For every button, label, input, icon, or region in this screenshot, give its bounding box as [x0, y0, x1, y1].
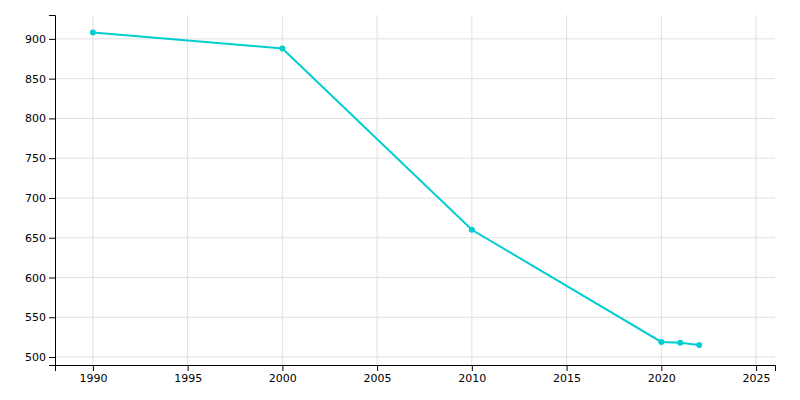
tick-mark — [49, 79, 55, 80]
grid-line — [566, 15, 567, 365]
tick: 2015 — [553, 365, 581, 385]
tick-label: 800 — [25, 112, 46, 125]
tick-mark — [49, 278, 55, 279]
tick: 2005 — [364, 365, 392, 385]
tick-mark — [49, 198, 55, 199]
series — [90, 30, 702, 349]
tick-label: 2025 — [743, 372, 771, 385]
tick-label: 2020 — [648, 372, 676, 385]
tick: 700 — [25, 192, 55, 205]
tick: 750 — [25, 152, 55, 165]
axis-line — [49, 16, 56, 366]
tick-label: 1990 — [79, 372, 107, 385]
grid-line — [471, 15, 472, 365]
tick-label: 500 — [25, 351, 46, 364]
tick: 1995 — [174, 365, 202, 385]
grid-line — [55, 197, 775, 198]
tick-label: 700 — [25, 192, 46, 205]
x-axis: 1990 1995 2000 2005 2010 2015 2020 2025 — [56, 365, 776, 385]
tick: 550 — [25, 311, 55, 324]
tick-mark — [49, 238, 55, 239]
point — [469, 227, 475, 233]
grid-line — [377, 15, 378, 365]
tick: 1990 — [79, 365, 107, 385]
tick-label: 750 — [25, 152, 46, 165]
tick-mark — [377, 365, 378, 371]
grid-line — [55, 78, 775, 79]
tick-mark — [282, 365, 283, 371]
tick: 2020 — [648, 365, 676, 385]
tick-label: 650 — [25, 232, 46, 245]
tick-label: 2000 — [269, 372, 297, 385]
tick-label: 550 — [25, 311, 46, 324]
tick-label: 850 — [25, 73, 46, 86]
axis-line — [56, 366, 776, 372]
tick-mark — [472, 365, 473, 371]
tick: 2025 — [743, 365, 771, 385]
grid-line — [55, 237, 775, 238]
tick-mark — [188, 365, 189, 371]
grid-line — [55, 118, 775, 119]
grid-line — [92, 15, 93, 365]
tick: 600 — [25, 272, 55, 285]
line — [93, 33, 699, 346]
point — [279, 45, 285, 51]
tick-mark — [661, 365, 662, 371]
tick: 800 — [25, 112, 55, 125]
tick-label: 2015 — [553, 372, 581, 385]
tick: 500 — [25, 351, 55, 364]
grid-line — [55, 317, 775, 318]
grid — [55, 15, 775, 365]
tick-mark — [49, 118, 55, 119]
point — [90, 30, 96, 36]
point — [677, 340, 683, 346]
point — [696, 342, 702, 348]
tick-label: 900 — [25, 33, 46, 46]
tick-label: 2005 — [364, 372, 392, 385]
tick-label: 600 — [25, 272, 46, 285]
grid-line — [756, 15, 757, 365]
tick-mark — [567, 365, 568, 371]
tick-label: 1995 — [174, 372, 202, 385]
tick: 650 — [25, 232, 55, 245]
tick: 850 — [25, 73, 55, 86]
tick-mark — [49, 39, 55, 40]
grid-line — [55, 158, 775, 159]
grid-line — [661, 15, 662, 365]
tick: 900 — [25, 33, 55, 46]
tick: 2000 — [269, 365, 297, 385]
tick-mark — [93, 365, 94, 371]
plot: 1990 1995 2000 2005 2010 2015 2020 2025 500 550 60… — [25, 15, 776, 385]
tick-mark — [49, 317, 55, 318]
y-axis: 500 550 600 650 700 750 800 850 900 — [25, 16, 56, 366]
grid-line — [282, 15, 283, 365]
chart: 1990 1995 2000 2005 2010 2015 2020 2025 500 550 60… — [0, 0, 800, 400]
point — [658, 339, 664, 345]
tick-mark — [49, 357, 55, 358]
grid-line — [187, 15, 188, 365]
tick-mark — [49, 158, 55, 159]
tick-mark — [756, 365, 757, 371]
grid-line — [55, 357, 775, 358]
grid-line — [55, 277, 775, 278]
tick-label: 2010 — [458, 372, 486, 385]
tick: 2010 — [458, 365, 486, 385]
